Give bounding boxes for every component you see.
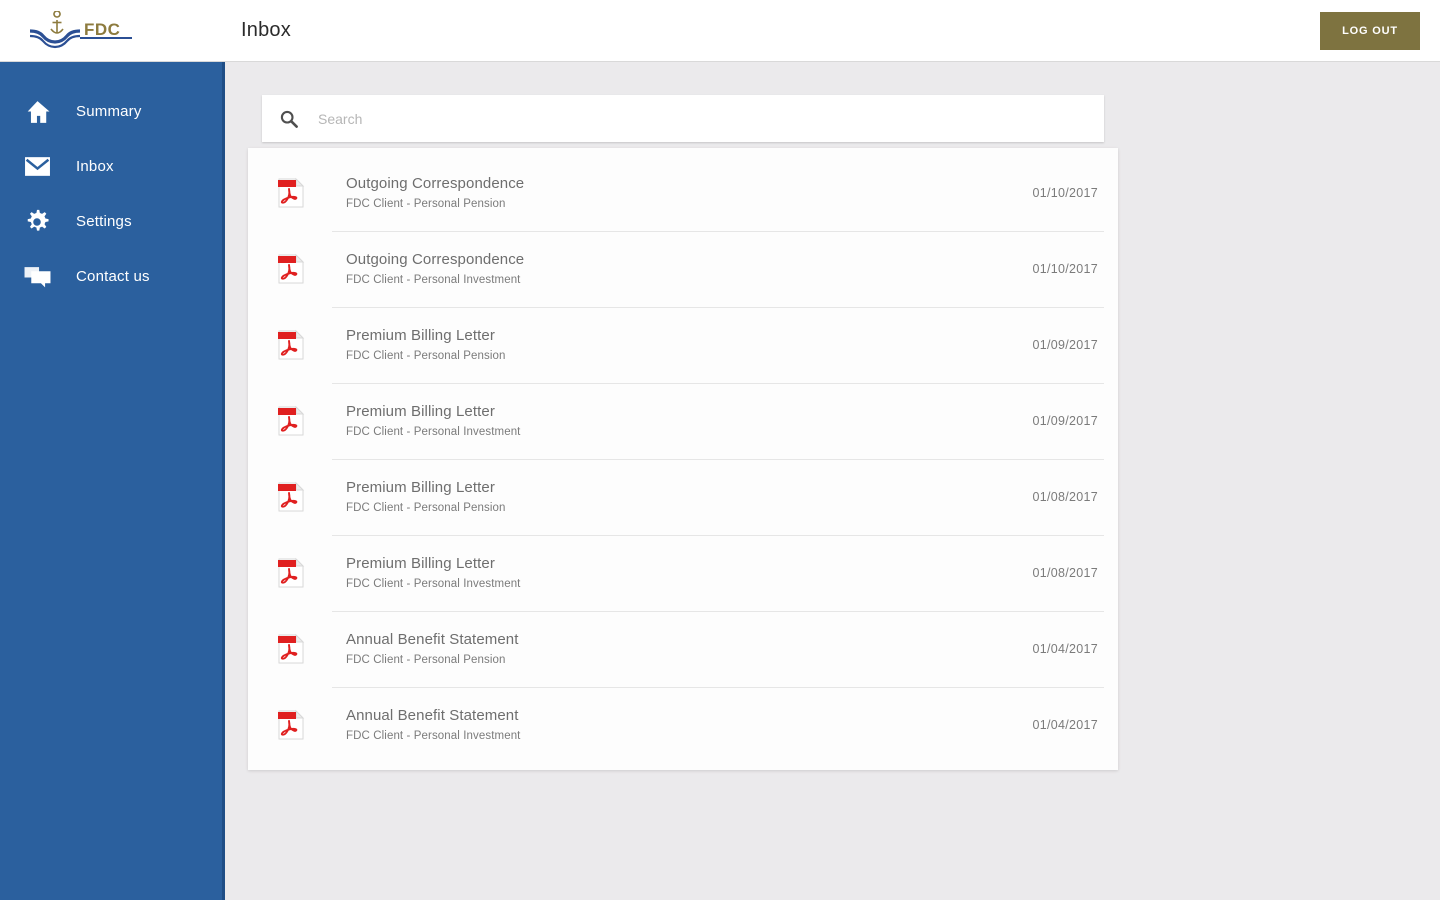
- sidebar-item-label: Settings: [76, 213, 132, 230]
- document-title: Premium Billing Letter: [346, 402, 495, 420]
- document-text: Annual Benefit Statement FDC Client - Pe…: [346, 629, 1032, 670]
- document-row-6[interactable]: Annual Benefit Statement FDC Client - Pe…: [262, 611, 1104, 687]
- gear-icon: [22, 207, 52, 237]
- document-text: Outgoing Correspondence FDC Client - Per…: [346, 173, 1032, 214]
- pdf-icon: [276, 177, 306, 209]
- document-list: Outgoing Correspondence FDC Client - Per…: [248, 148, 1118, 770]
- sidebar-item-contact-us[interactable]: Contact us: [0, 249, 222, 304]
- document-subtitle: FDC Client - Personal Investment: [346, 729, 521, 742]
- search-input[interactable]: [318, 95, 1104, 142]
- pdf-icon: [276, 633, 306, 665]
- logout-button[interactable]: LOG OUT: [1320, 12, 1420, 50]
- document-row-2[interactable]: Premium Billing Letter FDC Client - Pers…: [262, 307, 1104, 383]
- pdf-icon: [276, 405, 306, 437]
- document-row-0[interactable]: Outgoing Correspondence FDC Client - Per…: [262, 155, 1104, 231]
- search-icon: [278, 108, 300, 130]
- document-text: Outgoing Correspondence FDC Client - Per…: [346, 249, 1032, 290]
- document-subtitle: FDC Client - Personal Pension: [346, 501, 506, 514]
- document-subtitle: FDC Client - Personal Pension: [346, 349, 506, 362]
- document-title: Premium Billing Letter: [346, 478, 495, 496]
- document-text: Premium Billing Letter FDC Client - Pers…: [346, 553, 1032, 594]
- document-row-5[interactable]: Premium Billing Letter FDC Client - Pers…: [262, 535, 1104, 611]
- document-subtitle: FDC Client - Personal Investment: [346, 425, 521, 438]
- svg-text:FDC: FDC: [84, 20, 120, 39]
- document-date: 01/10/2017: [1032, 262, 1098, 276]
- document-subtitle: FDC Client - Personal Investment: [346, 273, 521, 286]
- pdf-icon: [276, 709, 306, 741]
- document-date: 01/10/2017: [1032, 186, 1098, 200]
- chat-bubbles-icon: [22, 262, 52, 292]
- pdf-icon: [276, 557, 306, 589]
- document-date: 01/04/2017: [1032, 642, 1098, 656]
- pdf-icon: [276, 329, 306, 361]
- document-row-3[interactable]: Premium Billing Letter FDC Client - Pers…: [262, 383, 1104, 459]
- pdf-icon: [276, 481, 306, 513]
- pdf-icon: [276, 253, 306, 285]
- document-text: Annual Benefit Statement FDC Client - Pe…: [346, 705, 1032, 746]
- document-text: Premium Billing Letter FDC Client - Pers…: [346, 325, 1032, 366]
- document-date: 01/09/2017: [1032, 414, 1098, 428]
- document-subtitle: FDC Client - Personal Pension: [346, 653, 506, 666]
- sidebar-item-label: Inbox: [76, 158, 114, 175]
- document-text: Premium Billing Letter FDC Client - Pers…: [346, 477, 1032, 518]
- fdc-crest-anchor-logo: FDC: [29, 10, 132, 48]
- sidebar-item-inbox[interactable]: Inbox: [0, 139, 222, 194]
- brand-logo[interactable]: FDC: [0, 0, 225, 62]
- document-row-1[interactable]: Outgoing Correspondence FDC Client - Per…: [262, 231, 1104, 307]
- document-title: Premium Billing Letter: [346, 326, 495, 344]
- document-date: 01/04/2017: [1032, 718, 1098, 732]
- app-header: FDC Inbox LOG OUT: [0, 0, 1440, 62]
- sidebar-item-summary[interactable]: Summary: [0, 84, 222, 139]
- document-text: Premium Billing Letter FDC Client - Pers…: [346, 401, 1032, 442]
- document-title: Annual Benefit Statement: [346, 706, 519, 724]
- document-title: Outgoing Correspondence: [346, 174, 525, 192]
- main-content: Outgoing Correspondence FDC Client - Per…: [228, 62, 1440, 900]
- document-title: Annual Benefit Statement: [346, 630, 519, 648]
- document-row-4[interactable]: Premium Billing Letter FDC Client - Pers…: [262, 459, 1104, 535]
- envelope-icon: [22, 152, 52, 182]
- sidebar-nav: Summary Inbox Settings Contact us: [0, 62, 225, 900]
- document-row-7[interactable]: Annual Benefit Statement FDC Client - Pe…: [262, 687, 1104, 763]
- document-title: Premium Billing Letter: [346, 554, 495, 572]
- document-subtitle: FDC Client - Personal Pension: [346, 197, 506, 210]
- sidebar-item-label: Contact us: [76, 268, 150, 285]
- sidebar-item-label: Summary: [76, 103, 142, 120]
- document-date: 01/09/2017: [1032, 338, 1098, 352]
- document-date: 01/08/2017: [1032, 566, 1098, 580]
- home-icon: [22, 97, 52, 127]
- search-bar[interactable]: [262, 95, 1104, 142]
- document-date: 01/08/2017: [1032, 490, 1098, 504]
- page-title: Inbox: [241, 19, 291, 41]
- document-subtitle: FDC Client - Personal Investment: [346, 577, 521, 590]
- sidebar-item-settings[interactable]: Settings: [0, 194, 222, 249]
- document-title: Outgoing Correspondence: [346, 250, 525, 268]
